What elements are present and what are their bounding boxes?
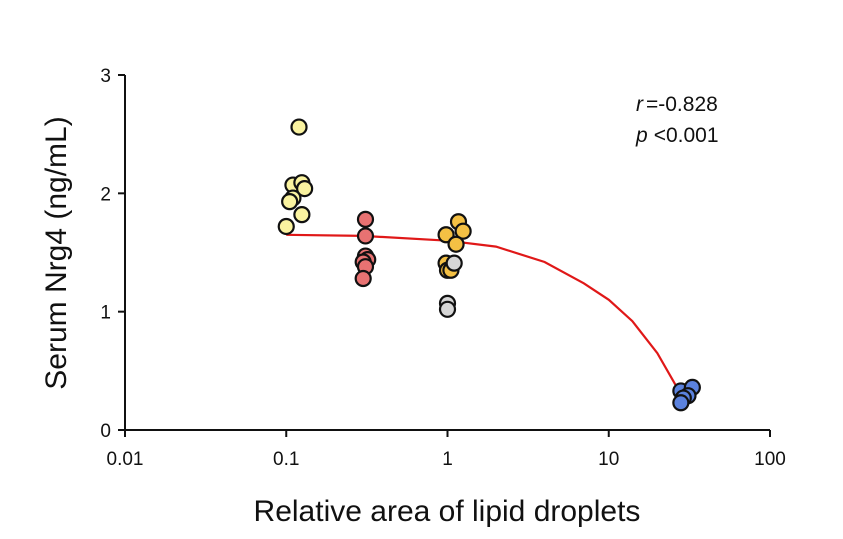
data-point (296, 180, 314, 198)
stat-p: p <0.001 (635, 124, 719, 147)
data-point (447, 235, 465, 253)
y-axis-title: Serum Nrg4 (ng/mL) (40, 116, 73, 389)
data-point (438, 300, 457, 318)
data-point (277, 217, 295, 236)
data-point (293, 206, 311, 224)
data-point (356, 227, 375, 245)
fit-curve (286, 233, 682, 396)
data-point (454, 222, 472, 240)
data-point (445, 254, 463, 272)
y-tick-label: 3 (100, 66, 111, 87)
stat-r-symbol: r (636, 93, 644, 116)
x-axis-title: Relative area of lipid droplets (254, 495, 641, 528)
series-group-blue (672, 378, 701, 412)
x-tick-label: 1 (442, 449, 453, 470)
stat-r: r =-0.828 (636, 93, 718, 116)
series-group-gray (438, 254, 463, 318)
x-tick-label: 100 (754, 449, 786, 470)
stat-p-symbol: p (635, 124, 648, 147)
data-point (281, 193, 299, 211)
y-tick-label: 1 (100, 303, 111, 324)
axis-ticks: 0.01 0.1 1 10 100 0 1 2 3 (100, 66, 785, 470)
data-point (290, 118, 308, 136)
series-group-yellow (277, 118, 314, 236)
data-points (277, 118, 701, 412)
x-tick-label: 0.01 (107, 449, 144, 470)
data-point (672, 394, 690, 412)
y-tick-label: 0 (100, 421, 111, 442)
series-group-red (354, 210, 377, 288)
stat-p-value: <0.001 (654, 124, 719, 147)
stat-r-value: =-0.828 (646, 93, 718, 116)
data-point (356, 210, 375, 228)
x-tick-label: 10 (598, 449, 619, 470)
x-tick-label: 0.1 (273, 449, 299, 470)
y-tick-label: 2 (100, 184, 111, 205)
data-point (354, 269, 372, 288)
